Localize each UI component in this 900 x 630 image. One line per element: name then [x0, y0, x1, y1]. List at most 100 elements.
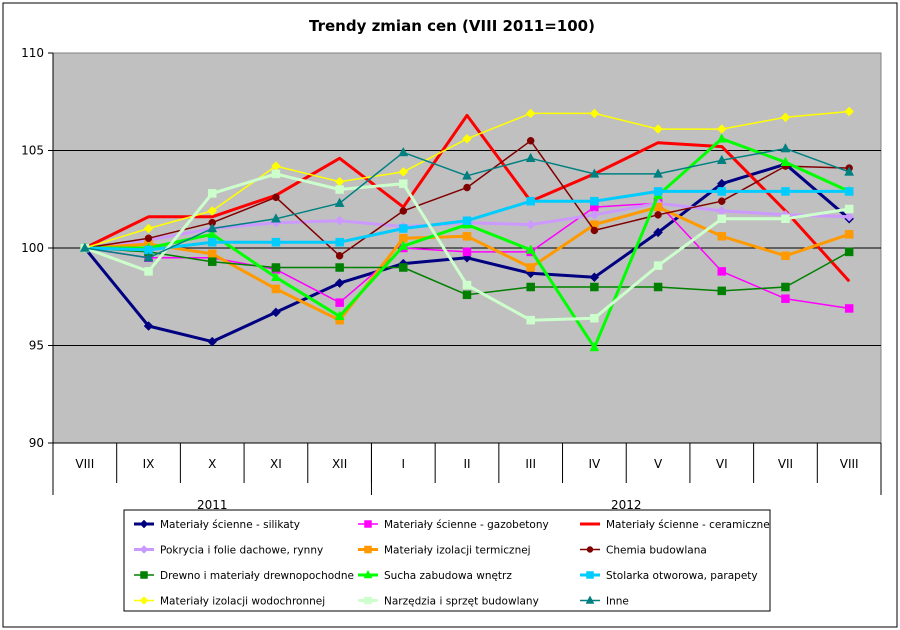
data-point-marker [716, 154, 727, 164]
data-point-marker [462, 290, 472, 300]
data-point-marker [399, 179, 408, 188]
data-point-marker [781, 251, 790, 261]
y-tick-label: 90 [29, 436, 44, 450]
data-point-marker [526, 196, 535, 206]
chart-title: Trendy zmian cen (VIII 2011=100) [309, 17, 595, 35]
x-group-label: 2011 [197, 498, 228, 512]
data-point-marker [271, 213, 281, 223]
data-point-marker [271, 169, 281, 179]
data-point-marker [398, 146, 409, 157]
legend: Materiały ścienne - silikaty Materiały śc… [123, 509, 771, 612]
legend-item: Materiały ścienne - silikaty [134, 519, 300, 531]
data-point-marker [335, 237, 344, 247]
y-tick-label: 100 [21, 241, 44, 255]
x-tick-label: X [208, 457, 216, 471]
data-point-marker [589, 272, 600, 283]
legend-item: Pokrycia i folie dachowe, rynny [134, 545, 323, 557]
data-point-marker [586, 571, 594, 579]
data-point-marker [207, 237, 217, 247]
x-tick-label: VIII [75, 457, 94, 471]
y-tick-label: 95 [29, 339, 44, 353]
legend-box [123, 509, 771, 612]
legend-item: Sucha zabudowa wnętrz [358, 569, 512, 582]
data-point-marker [334, 310, 345, 320]
data-point-marker [844, 230, 854, 239]
data-point-marker [79, 242, 90, 252]
legend-label: Drewno i materiały drewnopochodne [160, 570, 354, 582]
series-line [84, 113, 851, 283]
data-point-marker [716, 124, 727, 134]
data-point-marker [844, 204, 854, 214]
series-11 [80, 169, 854, 325]
data-point-marker [590, 226, 599, 235]
data-point-marker [272, 193, 280, 202]
data-point-marker [653, 227, 663, 238]
data-point-marker [143, 321, 154, 331]
data-point-marker [780, 112, 791, 123]
data-point-marker [844, 247, 854, 257]
data-point-marker [462, 247, 472, 257]
data-point-marker [590, 196, 599, 206]
data-point-marker [590, 282, 599, 292]
data-point-marker [844, 211, 855, 222]
data-point-marker [585, 595, 595, 604]
data-point-marker [334, 215, 345, 226]
data-point-marker [526, 315, 535, 325]
legend-label: Stolarka otworowa, parapety [606, 570, 758, 582]
x-tick-label: III [525, 457, 536, 471]
legend-item: Drewno i materiały drewnopochodne [134, 570, 354, 582]
y-tick-label: 105 [21, 144, 44, 158]
data-point-marker [364, 520, 372, 528]
data-point-marker [364, 545, 372, 554]
data-point-marker [589, 108, 600, 119]
data-point-marker [271, 284, 281, 294]
data-point-marker [462, 280, 472, 290]
data-point-marker [717, 187, 727, 196]
data-point-marker [462, 232, 472, 241]
data-point-marker [526, 263, 535, 272]
data-point-marker [589, 209, 600, 220]
data-point-marker [144, 234, 153, 242]
data-point-marker [653, 187, 663, 196]
legend-item: Inne [580, 595, 629, 608]
data-point-marker [207, 249, 217, 259]
data-point-marker [781, 187, 790, 196]
legend-label: Pokrycia i folie dachowe, rynny [160, 545, 323, 557]
x-tick-label: VIII [840, 457, 859, 471]
data-point-marker [399, 263, 408, 272]
data-point-marker [139, 545, 149, 554]
data-point-marker [398, 240, 409, 250]
series-3 [84, 113, 851, 283]
x-tick-label: I [402, 457, 406, 471]
legend-item: Materiały izolacji wodochronnej [134, 596, 325, 608]
data-point-marker [589, 168, 600, 178]
data-point-marker [335, 298, 344, 307]
data-point-marker [844, 187, 854, 196]
legend-label: Materiały izolacji termicznej [384, 545, 531, 557]
data-point-marker [335, 263, 344, 272]
legend-label: Materiały ścienne - silikaty [160, 519, 300, 531]
data-point-marker [653, 124, 663, 134]
data-point-marker [525, 244, 536, 254]
data-point-marker [207, 206, 218, 216]
legend-item: Narzędzia i sprzęt budowlany [358, 596, 539, 608]
data-point-marker [398, 167, 409, 177]
data-point-marker [525, 219, 536, 230]
data-point-marker [780, 143, 791, 153]
data-point-marker [718, 197, 726, 205]
x-tick-label: II [463, 457, 470, 471]
data-point-marker [717, 267, 727, 276]
data-point-marker [525, 152, 536, 163]
y-axis: 90 95 100 105 110 [21, 46, 54, 450]
x-tick-label: IV [589, 457, 602, 471]
legend-label: Narzędzia i sprzęt budowlany [384, 596, 539, 608]
data-point-marker [590, 313, 599, 323]
series-7 [80, 243, 854, 300]
series-layer [79, 106, 855, 352]
data-point-marker [844, 106, 855, 117]
series-9 [80, 187, 854, 255]
data-point-marker [717, 286, 727, 296]
legend-label: Inne [606, 596, 629, 608]
